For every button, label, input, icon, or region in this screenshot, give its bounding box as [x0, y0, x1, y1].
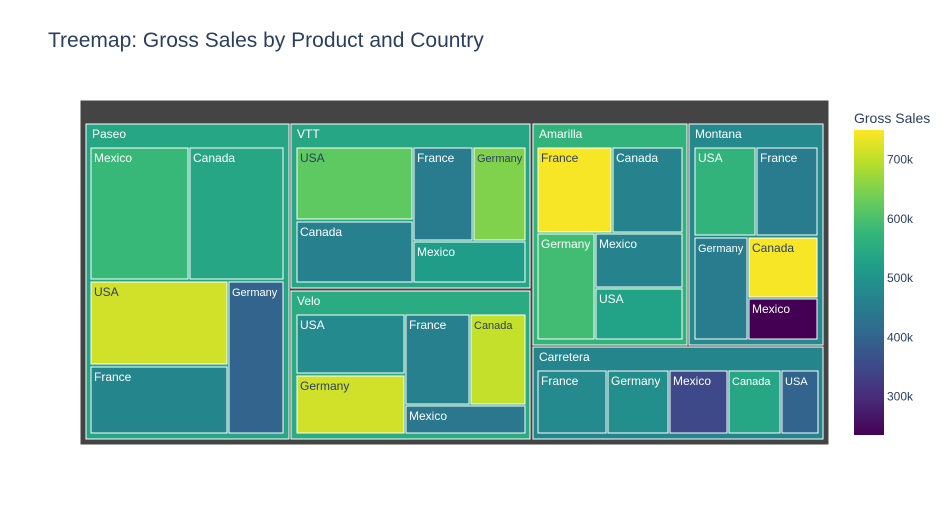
country-label: Mexico [599, 237, 637, 251]
country-label: Canada [300, 225, 342, 239]
colorbar-tick-label: 500k [887, 271, 914, 285]
country-tile [189, 147, 284, 280]
country-label: Mexico [752, 302, 790, 316]
country-label: Germany [477, 153, 523, 165]
country-tile [90, 147, 189, 280]
country-label: Canada [474, 320, 513, 332]
group-label: Amarilla [539, 127, 583, 141]
country-label: USA [698, 151, 723, 165]
country-tile [537, 233, 595, 340]
country-label: France [94, 370, 132, 384]
colorbar-title: Gross Sales [854, 110, 930, 126]
country-label: Germany [698, 243, 744, 255]
country-tile [756, 147, 818, 236]
country-tile [781, 370, 819, 434]
country-tile [607, 370, 669, 434]
country-tile [612, 147, 683, 233]
country-label: Mexico [417, 245, 455, 259]
country-label: France [409, 318, 447, 332]
country-tile [728, 370, 781, 434]
colorbar-tick-label: 700k [887, 153, 914, 167]
country-tile [595, 288, 683, 340]
country-tile [405, 405, 526, 434]
country-tile [296, 147, 413, 220]
group-label: VTT [297, 127, 320, 141]
country-tile [595, 233, 683, 288]
country-label: USA [300, 151, 325, 165]
country-label: Canada [752, 241, 794, 255]
colorbar-tick-label: 600k [887, 212, 914, 226]
country-tile [537, 147, 612, 233]
country-tile [537, 370, 607, 434]
country-label: Canada [616, 151, 658, 165]
country-label: France [541, 374, 579, 388]
group-label: Montana [695, 127, 742, 141]
colorbar-tick-label: 300k [887, 390, 914, 404]
country-label: France [417, 151, 455, 165]
country-label: Mexico [409, 409, 447, 423]
country-tile [694, 237, 748, 340]
country-label: USA [785, 376, 808, 388]
country-tile [413, 147, 473, 241]
group-label: Velo [297, 294, 321, 308]
country-label: Germany [541, 237, 590, 251]
country-tile [90, 366, 228, 434]
country-label: France [760, 151, 798, 165]
colorbar-gradient [854, 130, 884, 435]
country-tile [748, 298, 818, 340]
country-label: Germany [611, 374, 660, 388]
country-label: France [541, 151, 579, 165]
country-tile [470, 314, 526, 405]
country-label: USA [300, 318, 325, 332]
country-tile [405, 314, 470, 405]
colorbar-tick-label: 400k [887, 330, 914, 344]
country-tile [296, 314, 405, 374]
country-tile [669, 370, 728, 434]
country-label: Mexico [94, 151, 132, 165]
country-label: Germany [232, 287, 278, 299]
country-tile [473, 147, 526, 241]
country-label: Germany [300, 379, 349, 393]
country-tile [296, 221, 413, 283]
country-label: Mexico [673, 374, 711, 388]
group-label: Paseo [92, 127, 126, 141]
group-label: Carretera [539, 350, 590, 364]
country-label: USA [599, 292, 624, 306]
country-tile [413, 241, 526, 283]
chart-title: Treemap: Gross Sales by Product and Coun… [48, 29, 484, 52]
country-label: Canada [193, 151, 235, 165]
country-label: USA [94, 285, 119, 299]
country-tile [90, 281, 228, 365]
country-tile [296, 375, 405, 434]
country-tile [694, 147, 756, 236]
country-label: Canada [732, 376, 771, 388]
country-tile [748, 237, 818, 298]
country-tile [228, 281, 284, 434]
